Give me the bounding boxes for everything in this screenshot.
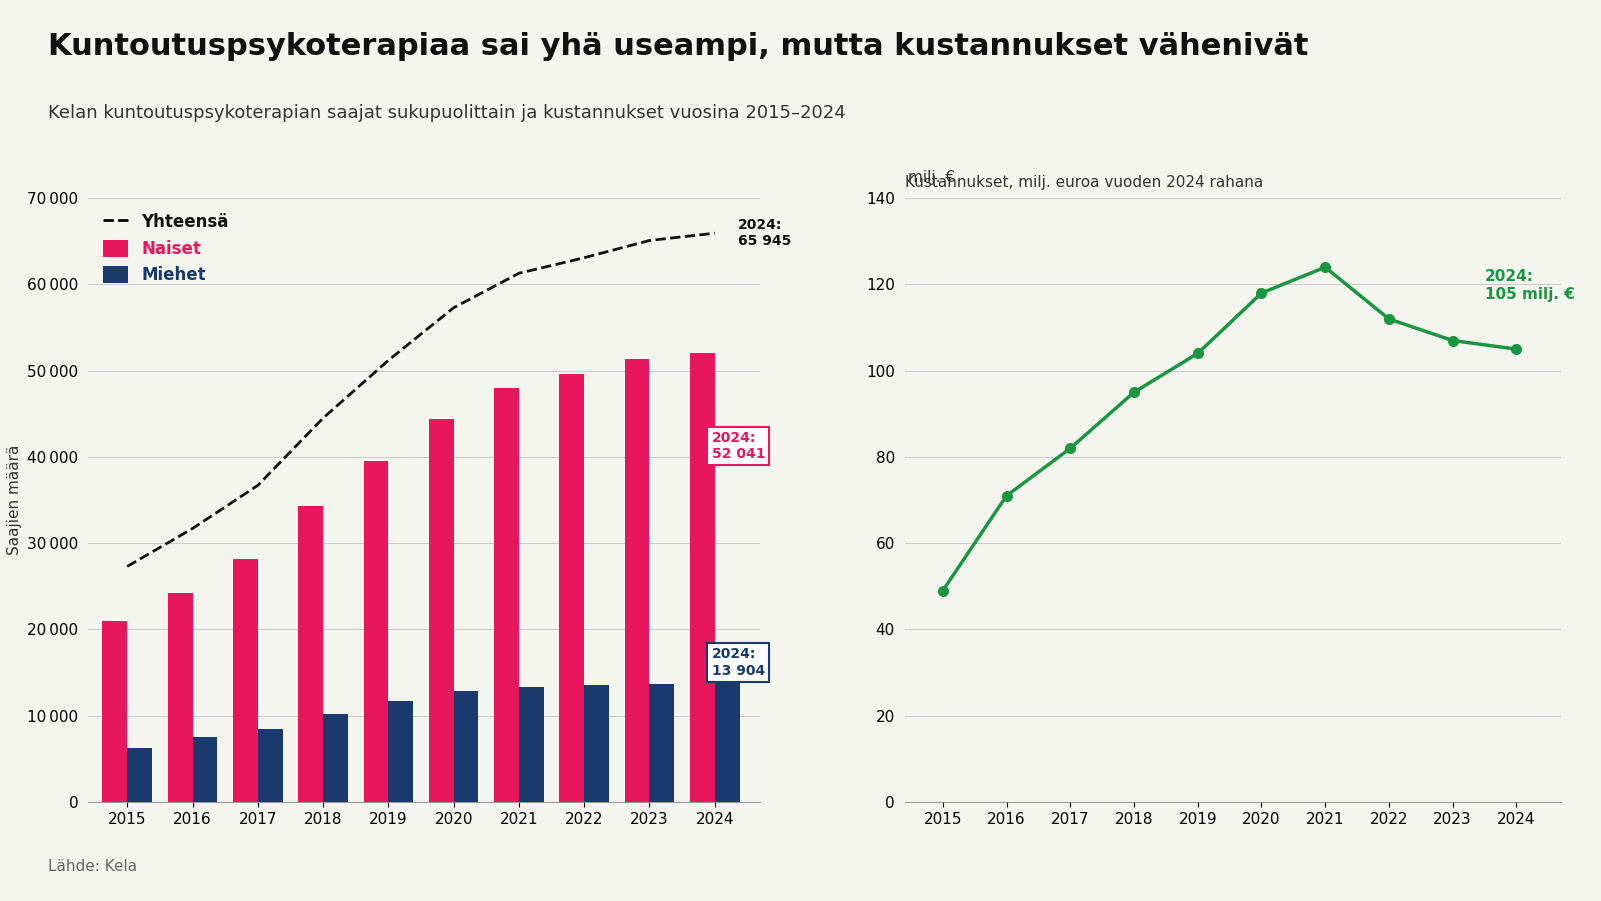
Bar xyxy=(168,593,192,802)
Bar xyxy=(298,506,323,802)
Text: Kustannukset, milj. euroa vuoden 2024 rahana: Kustannukset, milj. euroa vuoden 2024 ra… xyxy=(905,175,1263,190)
Bar xyxy=(495,388,519,802)
Bar xyxy=(429,419,453,802)
Text: Kuntoutuspsykoterapiaa sai yhä useampi, mutta kustannukset vähenivät: Kuntoutuspsykoterapiaa sai yhä useampi, … xyxy=(48,32,1308,60)
Bar xyxy=(323,714,347,802)
Bar xyxy=(519,687,544,802)
Text: Kelan kuntoutuspsykoterapian saajat sukupuolittain ja kustannukset vuosina 2015–: Kelan kuntoutuspsykoterapian saajat suku… xyxy=(48,104,845,122)
Bar xyxy=(650,684,674,802)
Text: Lähde: Kela: Lähde: Kela xyxy=(48,859,138,874)
Bar xyxy=(584,686,608,802)
Bar xyxy=(363,461,389,802)
Bar xyxy=(126,748,152,802)
Y-axis label: Saajien määrä: Saajien määrä xyxy=(6,445,21,555)
Text: 2024:
65 945: 2024: 65 945 xyxy=(738,218,791,249)
Text: 2024:
105 milj. €: 2024: 105 milj. € xyxy=(1484,269,1574,302)
Bar xyxy=(690,353,714,802)
Bar xyxy=(389,701,413,802)
Bar xyxy=(102,621,126,802)
Legend: Yhteensä, Naiset, Miehet: Yhteensä, Naiset, Miehet xyxy=(96,206,235,291)
Text: 2024:
52 041: 2024: 52 041 xyxy=(711,431,765,461)
Bar xyxy=(258,729,283,802)
Text: 2024:
13 904: 2024: 13 904 xyxy=(711,648,765,678)
Bar xyxy=(624,359,650,802)
Text: milj. €: milj. € xyxy=(908,170,954,186)
Bar xyxy=(714,682,740,802)
Bar xyxy=(192,737,218,802)
Bar xyxy=(453,691,479,802)
Bar xyxy=(559,374,584,802)
Bar xyxy=(234,559,258,802)
